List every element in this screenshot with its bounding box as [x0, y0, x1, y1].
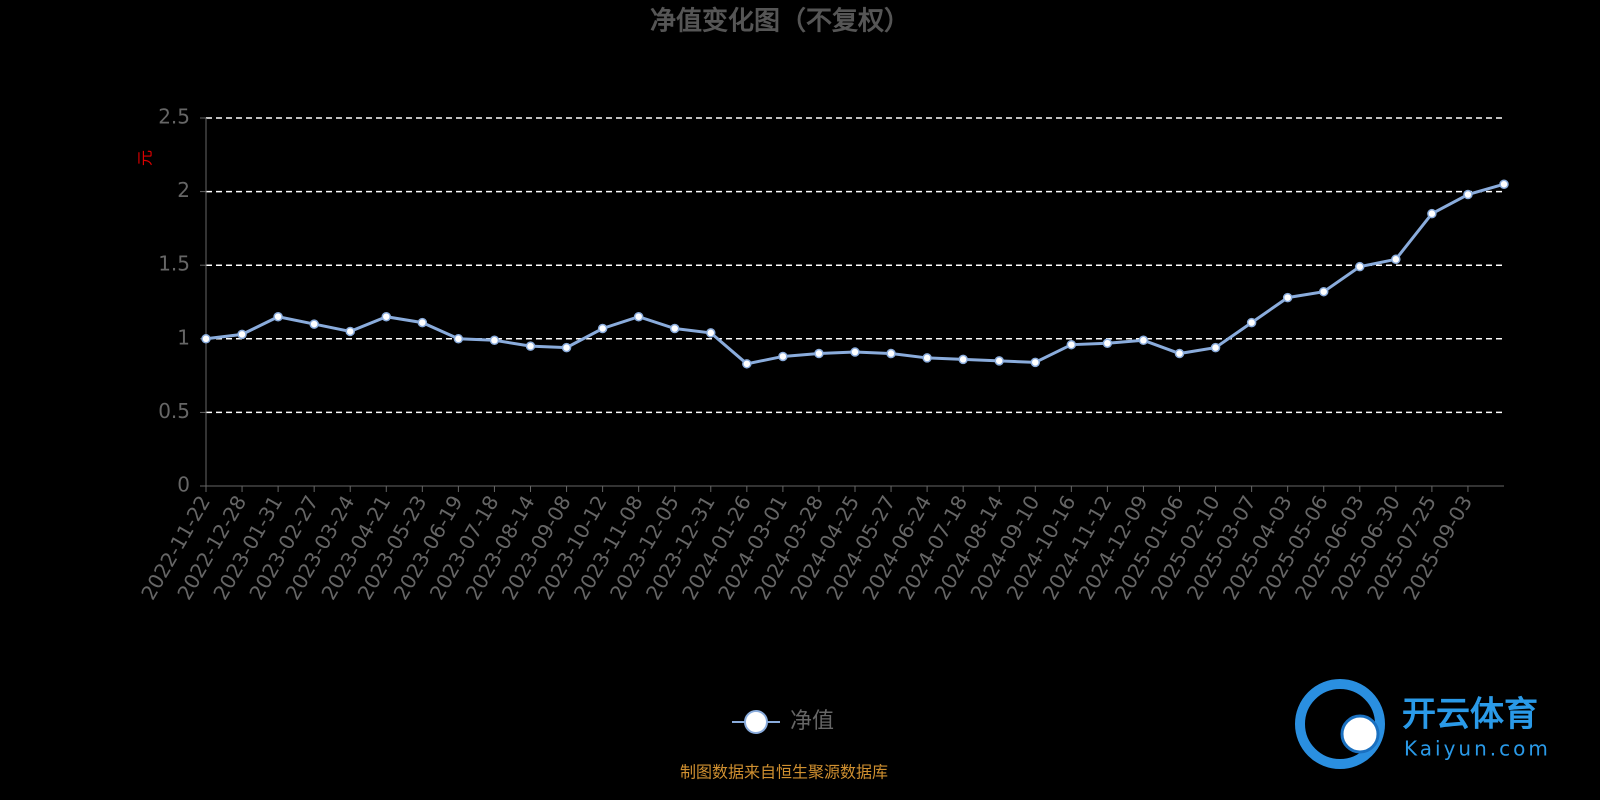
data-point	[381, 311, 392, 322]
data-point	[1030, 357, 1041, 368]
brand-name: 开云体育	[1402, 695, 1538, 735]
data-point	[814, 348, 824, 359]
data-point	[1427, 208, 1437, 219]
y-tick-label: 1.5	[158, 252, 190, 276]
data-point	[742, 359, 752, 369]
data-point	[597, 323, 608, 334]
watermark: 开云体育 Kaiyun.com	[1295, 679, 1551, 769]
data-point	[273, 311, 283, 322]
data-point	[633, 311, 644, 322]
y-tick-label: 0.5	[158, 399, 190, 423]
data-point	[1355, 261, 1365, 272]
data-point	[922, 353, 932, 363]
data-point	[201, 334, 211, 344]
data-point	[778, 351, 788, 362]
y-tick-label: 2	[177, 178, 190, 202]
data-point	[1499, 179, 1509, 189]
data-point	[453, 334, 464, 344]
data-point	[958, 354, 968, 365]
data-point	[1066, 339, 1077, 350]
source-note: 制图数据来自恒生聚源数据库	[680, 763, 888, 782]
data-point	[345, 326, 355, 337]
data-point	[886, 348, 896, 359]
data-point	[489, 335, 500, 346]
data-point	[706, 328, 716, 338]
data-point	[1318, 286, 1329, 297]
data-point	[1391, 254, 1401, 265]
data-point	[1463, 189, 1473, 200]
y-tick-label: 0	[177, 473, 190, 497]
data-point	[1102, 338, 1113, 348]
data-point	[994, 356, 1004, 366]
y-tick-label: 1	[177, 325, 190, 349]
data-point	[309, 319, 319, 329]
data-point	[237, 329, 247, 340]
data-point	[850, 347, 860, 357]
logo-ball	[1340, 714, 1380, 754]
y-axis-label: 元	[136, 150, 155, 166]
data-point	[417, 317, 428, 328]
data-point	[1282, 292, 1293, 303]
legend-label: 净值	[790, 709, 834, 734]
chart-title: 净值变化图（不复权）	[650, 6, 910, 37]
data-point	[561, 342, 572, 353]
data-point	[1210, 342, 1221, 353]
legend-marker	[744, 710, 768, 734]
data-point	[1246, 317, 1257, 328]
brand-site: Kaiyun.com	[1404, 737, 1551, 761]
logo-ring	[1295, 679, 1385, 769]
data-point	[669, 323, 680, 334]
data-point	[1174, 348, 1185, 359]
data-point	[1138, 335, 1149, 346]
y-tick-label: 2.5	[158, 105, 190, 129]
data-point	[525, 341, 536, 351]
